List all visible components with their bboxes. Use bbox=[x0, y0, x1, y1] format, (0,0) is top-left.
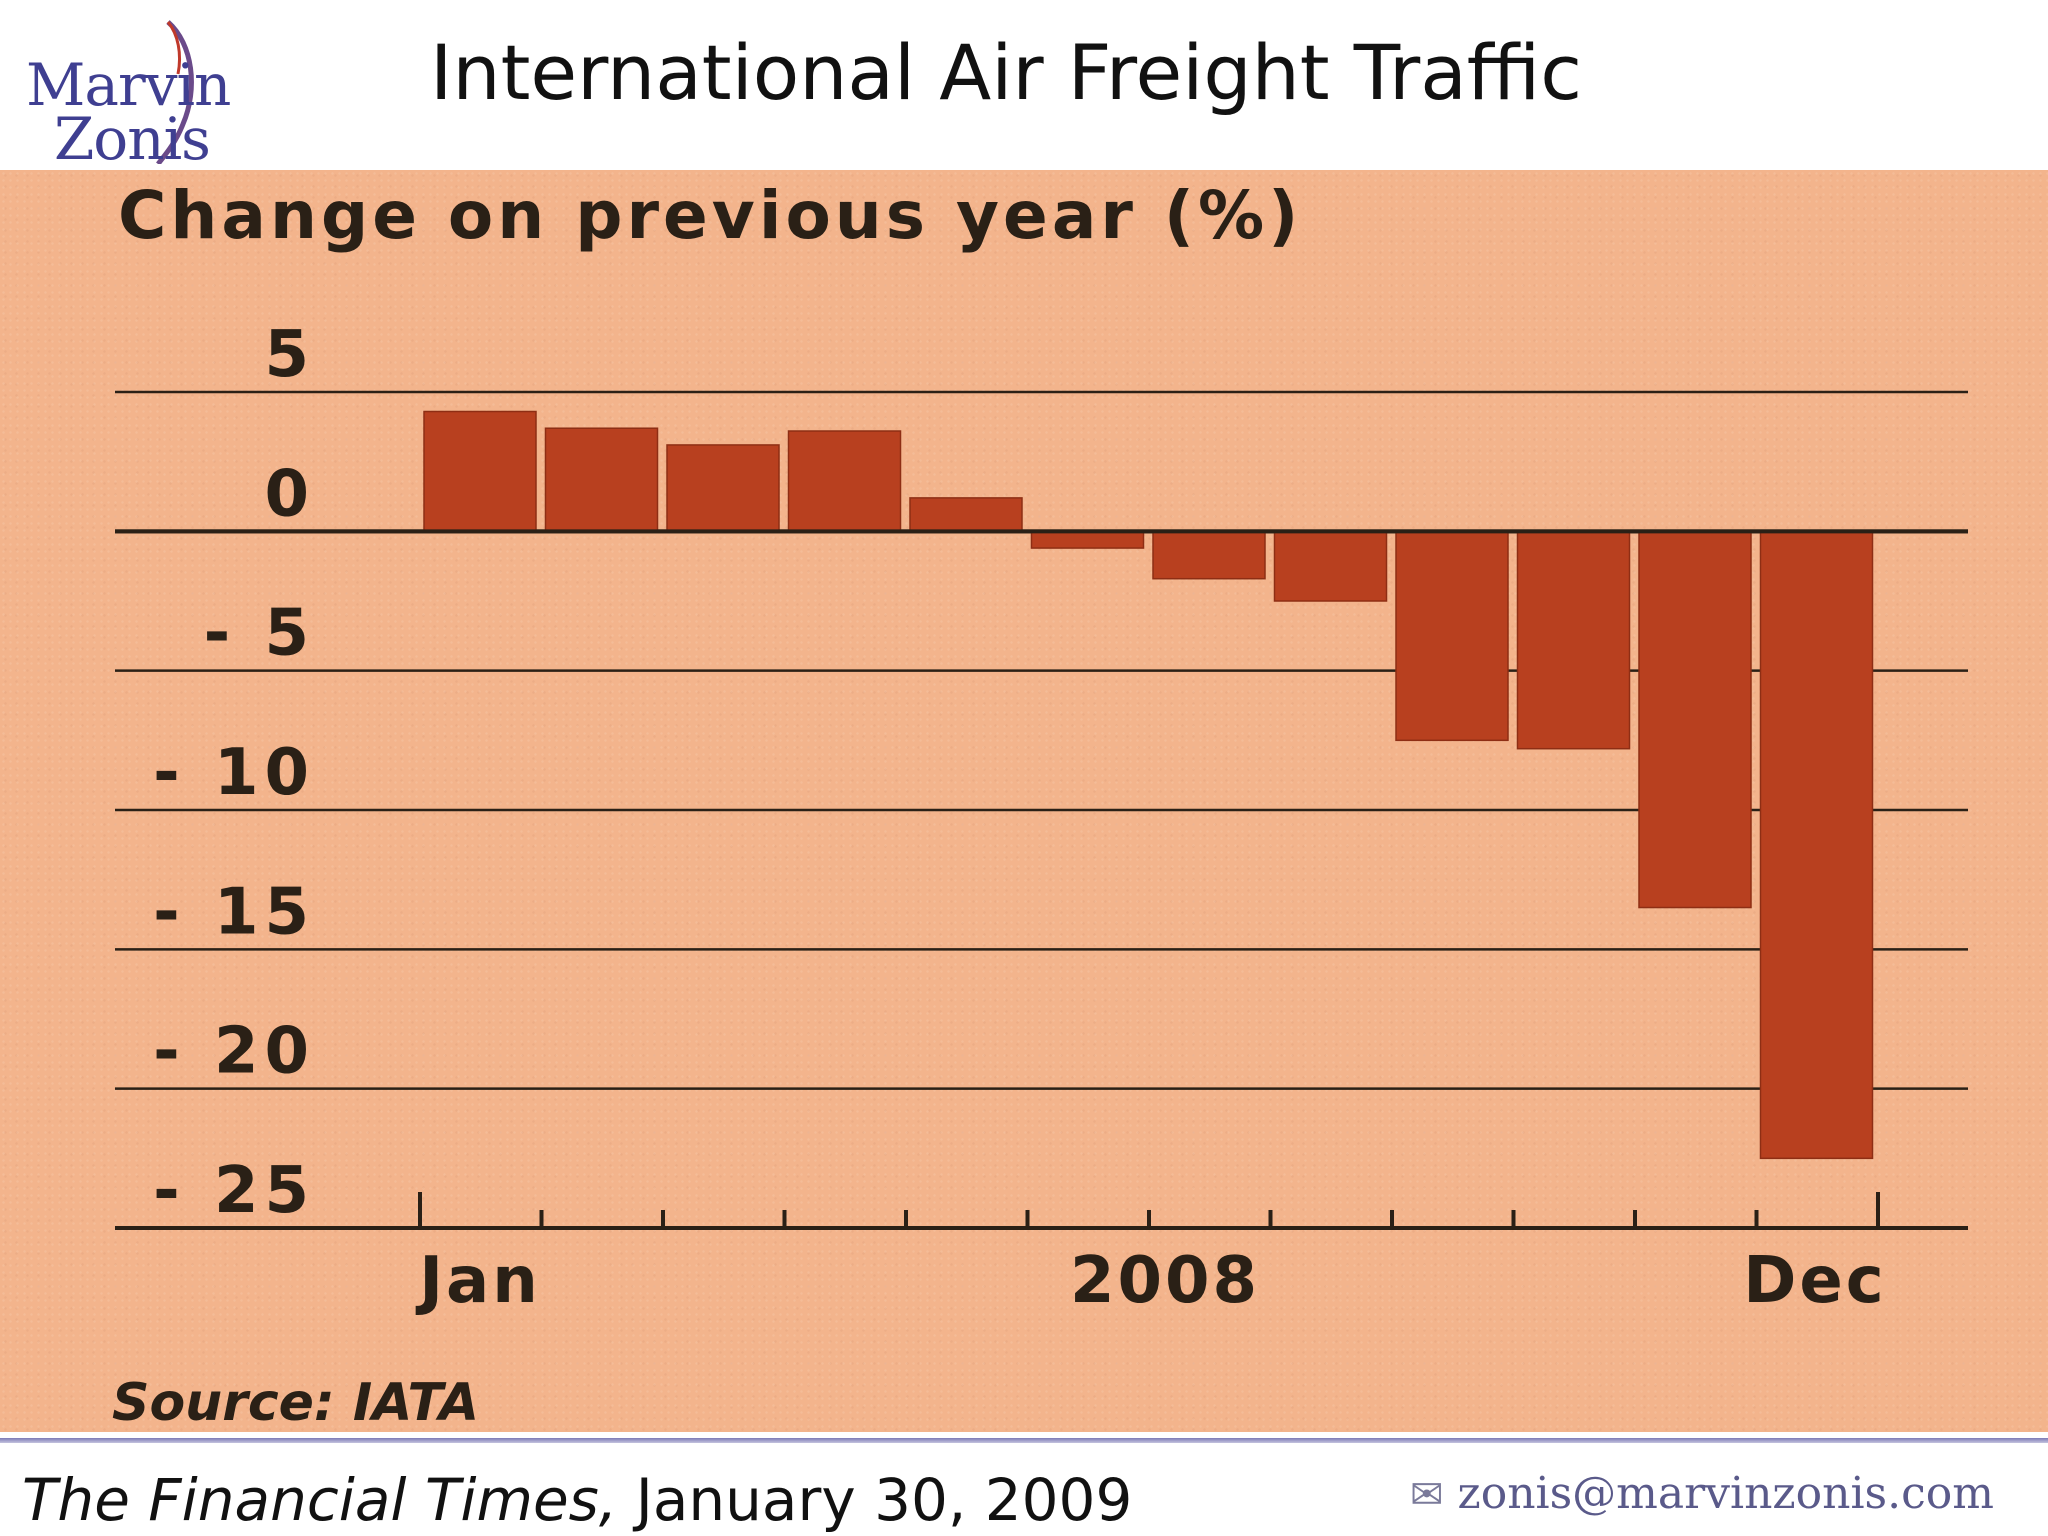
y-tick-label: - 15 bbox=[153, 875, 315, 949]
newspaper-clipping: Change on previous year (%) Source: IATA 5… bbox=[0, 170, 2048, 1432]
footer-email[interactable]: ✉ zonis@marvinzonis.com bbox=[1410, 1468, 1994, 1519]
footer-email-text: zonis@marvinzonis.com bbox=[1457, 1468, 1994, 1519]
x-label-middle: 2008 bbox=[1070, 1244, 1260, 1318]
y-tick-label: 5 bbox=[264, 318, 315, 392]
bar-jul bbox=[1152, 530, 1266, 580]
footer-date: January 30, 2009 bbox=[617, 1466, 1133, 1534]
chart-title: Change on previous year (%) bbox=[118, 177, 1302, 254]
y-tick-label: - 5 bbox=[204, 597, 315, 671]
bar-dec bbox=[1759, 530, 1874, 1160]
x-label-end: Dec bbox=[1743, 1244, 1886, 1318]
chart-source: Source: IATA bbox=[112, 1373, 479, 1432]
bar-apr bbox=[787, 430, 902, 533]
x-axis bbox=[115, 529, 1968, 1228]
footer-divider bbox=[0, 1438, 2048, 1443]
bar-nov bbox=[1638, 530, 1752, 909]
y-tick-label: - 25 bbox=[153, 1154, 315, 1228]
logo-line-1: Marvin bbox=[26, 51, 231, 119]
footer-citation: The Financial Times, January 30, 2009 bbox=[22, 1466, 1132, 1534]
logo-swoosh-icon bbox=[156, 20, 194, 164]
y-tick-label: 0 bbox=[264, 457, 315, 531]
bar-sep bbox=[1395, 530, 1509, 742]
y-tick-label: - 20 bbox=[153, 1015, 315, 1089]
footer-publication: The Financial Times, bbox=[22, 1466, 618, 1534]
labels: Change on previous year (%) Source: IATA 5… bbox=[112, 177, 1886, 1432]
x-label-start: Jan bbox=[415, 1244, 541, 1318]
bar-may bbox=[909, 497, 1023, 533]
bar-feb bbox=[544, 427, 659, 533]
bar-chart: Change on previous year (%) Source: IATA 5… bbox=[112, 177, 1968, 1432]
bar-aug bbox=[1273, 530, 1388, 602]
y-tick-label: - 10 bbox=[153, 736, 315, 810]
marvin-zonis-logo: Marvin Zonis bbox=[18, 14, 258, 168]
slide-title: International Air Freight Traffic bbox=[430, 28, 1583, 117]
email-icon: ✉ bbox=[1410, 1472, 1444, 1518]
bars bbox=[423, 410, 1874, 1160]
bar-oct bbox=[1516, 530, 1631, 750]
bar-jan bbox=[423, 410, 537, 533]
bar-mar bbox=[666, 444, 780, 533]
bar-jun bbox=[1030, 530, 1145, 549]
logo-line-2: Zonis bbox=[54, 105, 211, 173]
